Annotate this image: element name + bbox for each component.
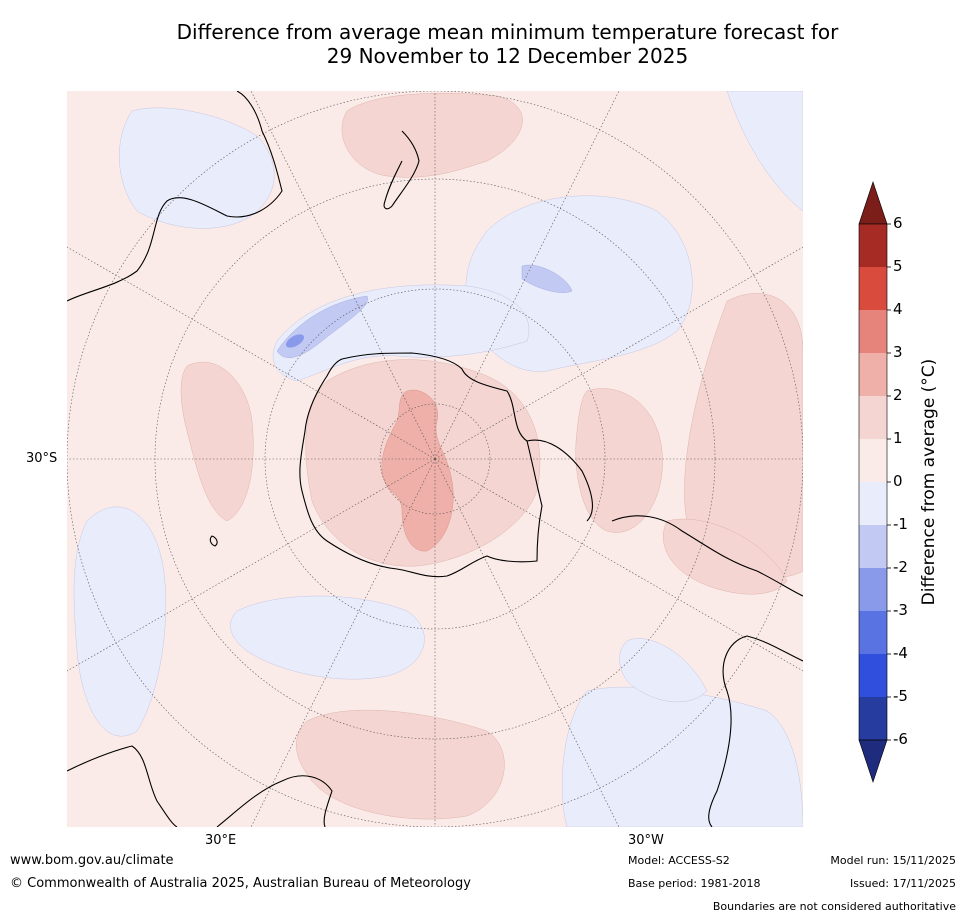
- cool-core-south-atlantic: [521, 264, 573, 293]
- cool-region-indian-ocean: [119, 107, 275, 229]
- colorbar-tick-label--2: -2: [893, 558, 908, 576]
- colorbar-tick-label--6: -6: [893, 730, 908, 748]
- meridian-60w: [434, 458, 803, 672]
- cool-region-south: [230, 595, 425, 680]
- colorbar-tick-label--1: -1: [893, 515, 908, 533]
- colorbar-segments: [858, 181, 888, 783]
- coastline-madagascar: [209, 535, 218, 547]
- graticule: [67, 91, 803, 827]
- coastline-new-zealand: [383, 130, 420, 210]
- warm-region-indian: [180, 361, 254, 522]
- footer-model-run: Model run: 15/11/2025: [830, 854, 956, 867]
- coastline-antarctica: [299, 352, 543, 578]
- footer-copyright: © Commonwealth of Australia 2025, Austra…: [10, 876, 471, 891]
- colorbar-tick-label--4: -4: [893, 644, 908, 662]
- colorbar-segment-6-to-5: [859, 224, 887, 267]
- title-line-2: 29 November to 12 December 2025: [326, 44, 689, 68]
- coastlines: [67, 91, 803, 827]
- lon-label-30w: 30°W: [628, 833, 664, 848]
- colorbar-label: Difference from average (°C): [919, 358, 939, 606]
- warm-region-mid-pacific: [575, 388, 663, 533]
- coastline-south-africa: [67, 745, 333, 827]
- colorbar-extend-top: [858, 181, 888, 225]
- colorbar-tick-label-2: 2: [893, 386, 903, 404]
- footer-base-period: Base period: 1981-2018: [628, 877, 761, 890]
- colorbar-extend-bottom: [858, 739, 888, 783]
- colorbar-tick-label-0: 0: [893, 472, 903, 490]
- colorbar-tick-label-5: 5: [893, 257, 903, 275]
- cool-region-north-east: [726, 91, 803, 212]
- meridian-120e: [67, 246, 436, 460]
- cool-region-patagonia-lee: [619, 638, 708, 703]
- warm-region-tasman: [341, 93, 523, 178]
- warm-core-pole: [381, 389, 454, 552]
- coastline-antarctic-peninsula: [526, 439, 593, 522]
- colorbar-segment--3-to--4: [859, 611, 887, 654]
- meridian-120w: [434, 246, 803, 460]
- chart-title: Difference from average mean minimum tem…: [0, 20, 965, 68]
- colorbar-segment--1-to--2: [859, 525, 887, 568]
- colorbar-tick-label-3: 3: [893, 343, 903, 361]
- map-panel: [67, 91, 803, 827]
- colorbar-segment-4-to-3: [859, 310, 887, 353]
- title-line-1: Difference from average mean minimum tem…: [176, 20, 839, 44]
- warm-region-southern: [296, 709, 505, 820]
- cool-anomaly-strong: [285, 334, 305, 348]
- lat-circle-75s: [379, 403, 491, 515]
- warm-anomaly-core: [381, 389, 454, 552]
- cool-core-strong: [285, 334, 305, 348]
- colorbar-tick-label-6: 6: [893, 214, 903, 232]
- coastline-south-america: [611, 515, 803, 827]
- cool-anomaly-regions: [73, 91, 803, 827]
- colorbar-segment--4-to--5: [859, 654, 887, 697]
- colorbar-tick-label-4: 4: [893, 300, 903, 318]
- colorbar-segment--5-to--6: [859, 697, 887, 740]
- colorbar-segment-0-to--1: [859, 482, 887, 525]
- colorbar-tick-label-1: 1: [893, 429, 903, 447]
- colorbar-frame: [858, 223, 888, 741]
- footer-issued: Issued: 17/11/2025: [849, 877, 956, 890]
- meridian-60e: [67, 458, 436, 672]
- colorbar-segment-2-to-1: [859, 396, 887, 439]
- colorbar-segment-3-to-2: [859, 353, 887, 396]
- lat-circle-60s: [264, 288, 606, 630]
- colorbar-tick-label--3: -3: [893, 601, 908, 619]
- colorbar-tick-label--5: -5: [893, 687, 908, 705]
- cool-region-west: [73, 506, 166, 737]
- colorbar-segment-5-to-4: [859, 267, 887, 310]
- footer-url[interactable]: www.bom.gov.au/climate: [10, 853, 174, 868]
- footer-model: Model: ACCESS-S2: [628, 854, 730, 867]
- footer-disclaimer: Boundaries are not considered authoritat…: [712, 900, 956, 913]
- lat-label-30s: 30°S: [26, 451, 58, 466]
- coastline-australia: [67, 91, 283, 302]
- colorbar-segment-1-to-0: [859, 439, 887, 482]
- colorbar-ticks: [887, 223, 891, 741]
- lon-label-30e: 30°E: [205, 833, 237, 848]
- colorbar-segment--2-to--3: [859, 568, 887, 611]
